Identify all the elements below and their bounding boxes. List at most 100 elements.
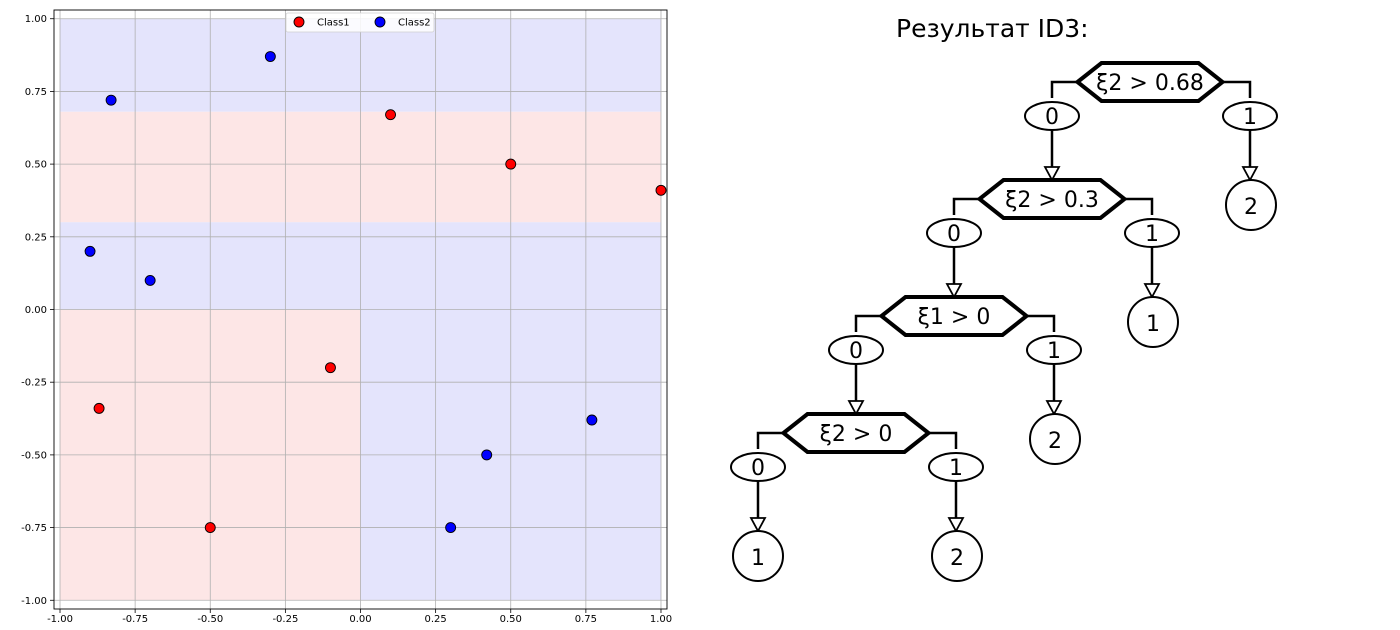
decision-tree: 0 1 0 1 0 1 0 1 ξ2 > 0.68 ξ2 > 0.3 ξ1 > 0 ξ2 > 0 2 1 2…	[730, 61, 1278, 582]
legend: Class1 Class2	[285, 12, 435, 33]
y-tick-label: -0.50	[21, 450, 47, 461]
leaf-node: 1	[1127, 296, 1179, 348]
tree-edge: 0	[926, 197, 982, 299]
edge-arrowhead	[1045, 400, 1063, 416]
x-tick-label: 0.50	[500, 614, 522, 625]
leaf-node-shape	[1029, 413, 1081, 465]
grid	[54, 10, 667, 609]
leaf-node-shape	[1225, 179, 1277, 231]
edge-arrowhead	[1241, 166, 1259, 182]
split-node: ξ2 > 0.68	[1074, 61, 1226, 103]
split-node: ξ1 > 0	[878, 295, 1030, 337]
leaf-node-label: 1	[1146, 312, 1160, 337]
split-node-shape	[878, 295, 1030, 337]
split-node-label: ξ1 > 0	[918, 305, 991, 330]
tree-edge: 1	[928, 431, 984, 533]
x-tick-label: 0.00	[349, 614, 371, 625]
leaf-node: 1	[732, 530, 784, 582]
edge-connector	[854, 314, 882, 332]
data-point-class2	[144, 274, 156, 286]
tree-edge: 1	[1124, 197, 1180, 299]
data-point-class2	[84, 245, 96, 257]
leaf-node-shape	[732, 530, 784, 582]
edge-arrowhead	[749, 517, 767, 533]
edge-arrowhead	[847, 400, 865, 416]
split-node-label: ξ2 > 0.68	[1096, 71, 1204, 96]
edge-connector	[1222, 80, 1252, 98]
y-tick-label: 0.25	[25, 232, 47, 243]
edge-connector	[952, 197, 980, 215]
legend-marker-class2	[374, 16, 386, 28]
edge-label: 1	[949, 456, 963, 481]
edge-arrowhead	[1143, 283, 1161, 299]
split-node-shape	[1074, 61, 1226, 103]
x-tick-label: 1.00	[650, 614, 672, 625]
axis-ticks: -1.00 -0.75 -0.50 -0.25 0.00 0.25 0.50 0.75 1.00…	[21, 14, 672, 625]
edge-label: 1	[1243, 105, 1257, 130]
split-node: ξ2 > 0	[780, 412, 932, 454]
data-point-class1	[204, 522, 216, 534]
edge-label: 0	[947, 222, 961, 247]
x-tick-label: 0.25	[424, 614, 446, 625]
edge-connector	[756, 431, 784, 449]
data-point-class2	[586, 414, 598, 426]
x-tick-label: -1.00	[47, 614, 73, 625]
y-tick-label: 1.00	[25, 14, 47, 25]
tree-edge: 1	[1026, 314, 1082, 416]
x-tick-label: -0.50	[197, 614, 223, 625]
leaf-node-label: 2	[950, 546, 964, 571]
y-tick-label: 0.00	[25, 305, 47, 316]
tree-nodes: ξ2 > 0.68 ξ2 > 0.3 ξ1 > 0 ξ2 > 0 2 1 2 1 2	[732, 61, 1277, 582]
data-point-class2	[481, 449, 493, 461]
edge-arrowhead	[1043, 166, 1061, 182]
legend-label-class1: Class1	[317, 18, 350, 29]
y-tick-label: -0.25	[21, 378, 47, 389]
split-node-label: ξ2 > 0.3	[1005, 188, 1099, 213]
legend-box	[285, 12, 435, 33]
split-node-shape	[976, 178, 1128, 220]
x-tick-label: -0.75	[122, 614, 148, 625]
edge-arrowhead	[947, 517, 965, 533]
x-tick-label: -0.25	[272, 614, 298, 625]
tree-edges: 0 1 0 1 0 1 0 1	[730, 80, 1278, 533]
tree-edge: 0	[1024, 80, 1080, 182]
leaf-node-shape	[931, 530, 983, 582]
edge-connector	[1124, 197, 1154, 215]
data-point-class1	[385, 109, 396, 121]
edge-label: 0	[1045, 105, 1059, 130]
data-point-class1	[325, 362, 336, 374]
legend-marker-class1	[293, 16, 305, 28]
edge-connector	[1026, 314, 1056, 332]
leaf-node: 2	[931, 530, 983, 582]
leaf-node-shape	[1127, 296, 1179, 348]
split-node: ξ2 > 0.3	[976, 178, 1128, 220]
y-tick-label: -0.75	[21, 523, 47, 534]
data-point-class2	[445, 522, 457, 534]
x-tick-label: 0.75	[575, 614, 597, 625]
tree-edge: 0	[828, 314, 884, 416]
tree-title: Результат ID3:	[896, 14, 1089, 43]
data-point-class2	[105, 94, 117, 106]
leaf-node-label: 1	[751, 546, 765, 571]
legend-label-class2: Class2	[398, 18, 431, 29]
edge-label: 1	[1145, 222, 1159, 247]
tree-edge: 1	[1222, 80, 1278, 182]
edge-arrowhead	[945, 283, 963, 299]
edge-label: 0	[751, 456, 765, 481]
split-node-shape	[780, 412, 932, 454]
data-point-class1	[655, 184, 667, 196]
y-tick-label: 0.50	[25, 160, 47, 171]
data-point-class2	[264, 51, 276, 62]
edge-label: 1	[1047, 339, 1061, 364]
data-points	[84, 51, 667, 534]
y-tick-label: 0.75	[25, 87, 47, 98]
scatter-plot: -1.00 -0.75 -0.50 -0.25 0.00 0.25 0.50 0.75 1.00…	[21, 9, 672, 625]
edge-label: 0	[849, 339, 863, 364]
edge-connector	[928, 431, 958, 449]
leaf-node: 2	[1225, 179, 1277, 231]
data-point-class1	[93, 402, 105, 414]
data-point-class1	[505, 158, 517, 170]
leaf-node-label: 2	[1048, 429, 1062, 454]
split-node-label: ξ2 > 0	[820, 422, 893, 447]
tree-edge: 0	[730, 431, 786, 533]
